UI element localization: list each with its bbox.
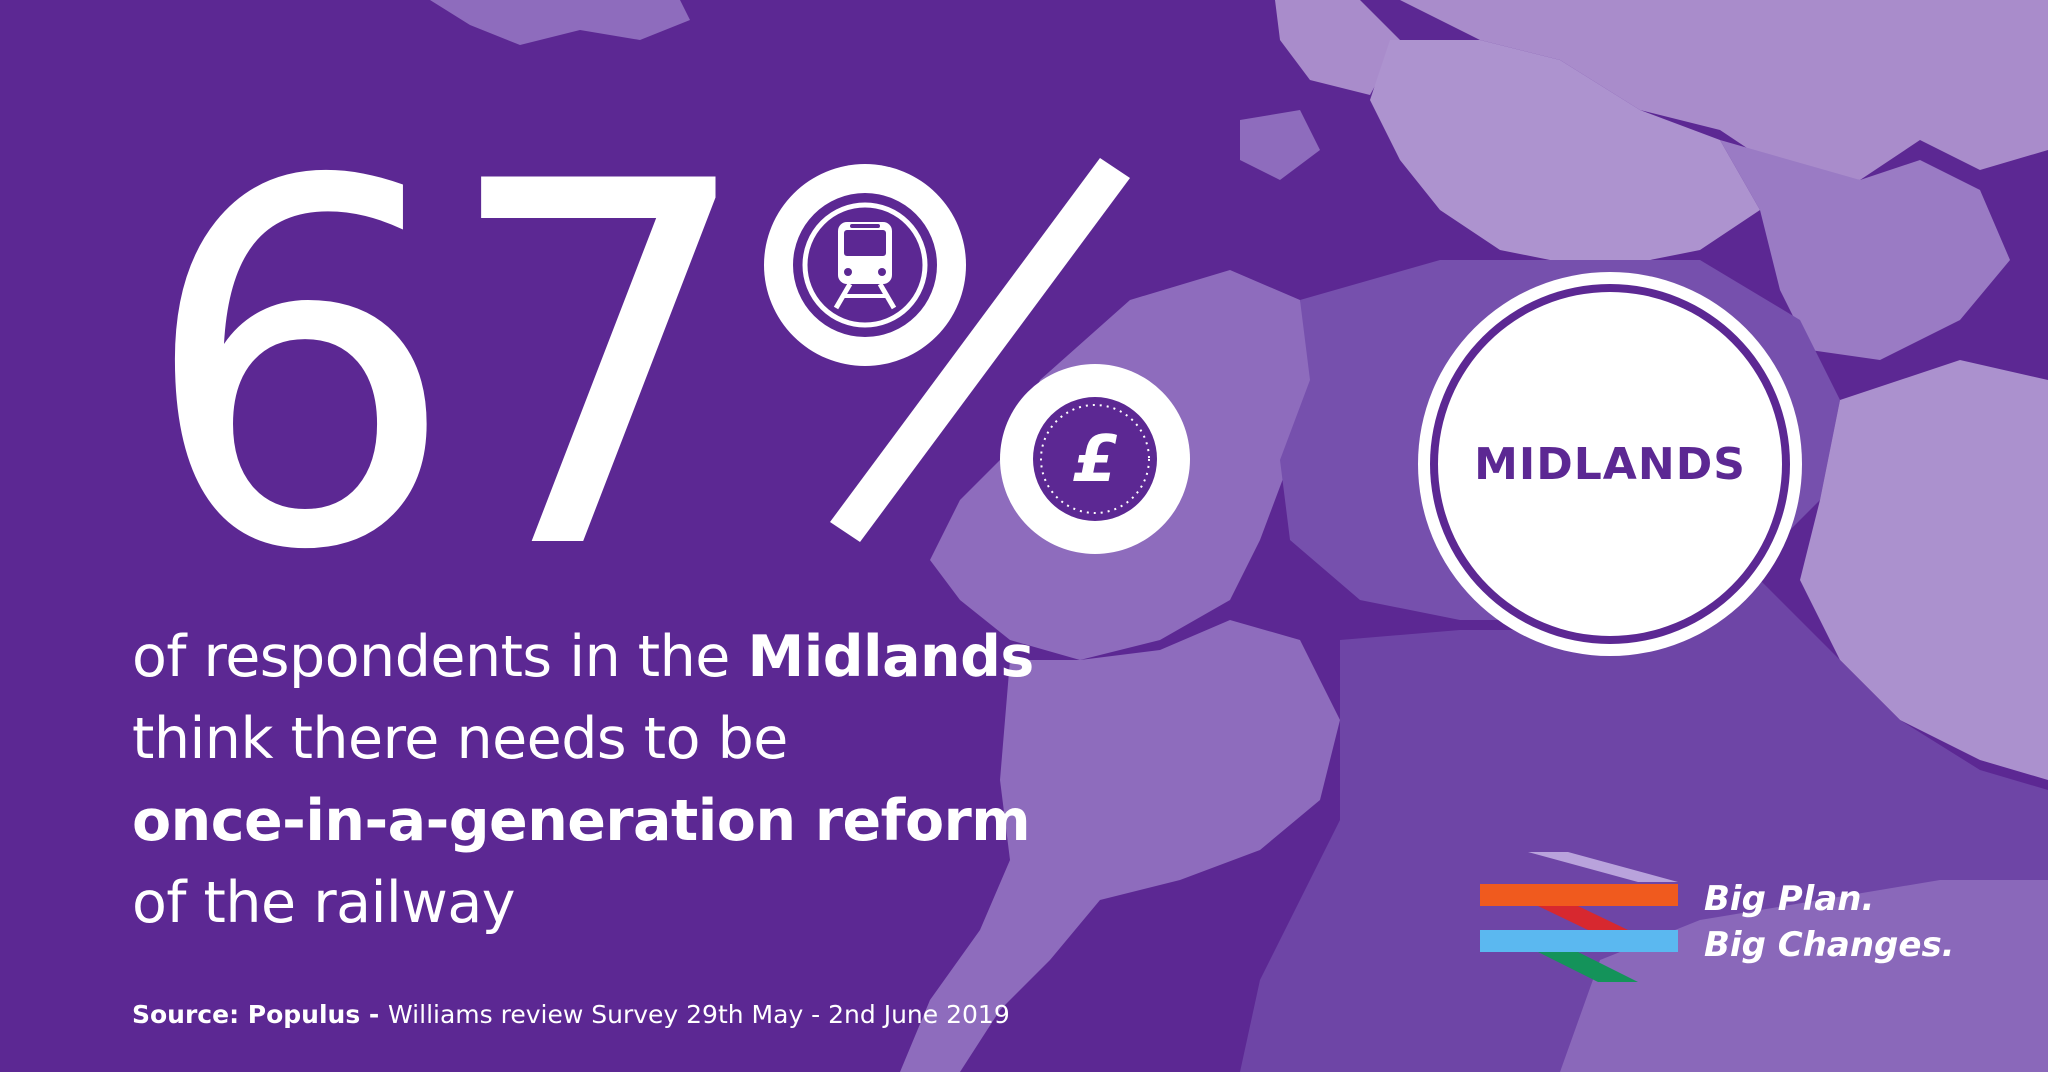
statement-line-3-bold: once-in-a-generation reform [132, 788, 1031, 854]
headline-percentage-number: 67 [140, 77, 758, 659]
midlands-badge-label: MIDLANDS [1474, 438, 1746, 490]
train-icon [793, 193, 937, 337]
percent-slash [830, 158, 1130, 542]
map-region-ireland [430, 0, 690, 45]
brand-tagline: Big Plan. Big Changes. [1704, 876, 1955, 968]
statement-line-3: once-in-a-generation reform [132, 780, 1034, 862]
map-region-north [1275, 0, 1400, 95]
brand-logo-icon [1480, 852, 1678, 982]
statement-line-1-bold: Midlands [747, 624, 1034, 690]
source-text: Williams review Survey 29th May - 2nd Ju… [388, 1000, 1010, 1029]
statement: of respondents in the Midlands think the… [132, 616, 1034, 944]
source-label: Source: Populus - [132, 1000, 389, 1029]
midlands-badge: MIDLANDS [1438, 292, 1782, 636]
statement-line-4: of the railway [132, 870, 516, 936]
svg-text:£: £ [1073, 423, 1118, 497]
map-region-east [1800, 360, 2048, 780]
map-region-northern-england [1370, 40, 1760, 270]
statement-line-1: of respondents in the Midlands [132, 616, 1034, 698]
map-region-south-west [900, 620, 1340, 1072]
statement-line-1-regular: of respondents in the [132, 624, 748, 690]
statement-line-2: think there needs to be [132, 706, 788, 772]
train-circle [764, 164, 966, 366]
map-region-island [1240, 110, 1320, 180]
pound-circle: £ [1000, 364, 1190, 554]
map-region-north-east [1400, 0, 2048, 180]
map-region-south-coast [1560, 880, 2048, 1072]
brand-tagline-line-1: Big Plan. [1704, 879, 1875, 919]
pound-coin-icon: £ [1033, 397, 1157, 521]
source-citation: Source: Populus - Williams review Survey… [132, 1000, 1010, 1029]
brand-tagline-line-2: Big Changes. [1704, 925, 1955, 965]
map-region-yorkshire [1720, 140, 2010, 360]
